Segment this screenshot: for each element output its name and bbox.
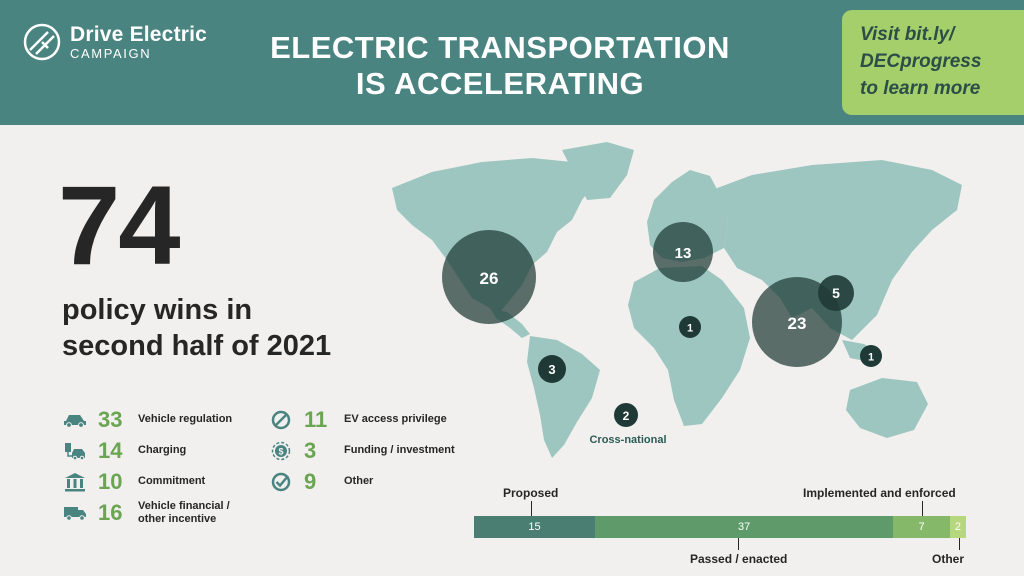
category-item: 11 EV access privilege <box>268 404 468 435</box>
continents <box>392 142 962 458</box>
category-label-line-2: other incentive <box>138 512 217 525</box>
map-bubbles: 26 13 23 5 3 1 1 2 Cross-national <box>442 222 882 446</box>
bubble-africa: 1 <box>679 316 701 338</box>
world-map: 26 13 23 5 3 1 1 2 Cross-national <box>392 142 962 458</box>
category-label: Funding / investment <box>344 444 455 456</box>
logo-subtitle: CAMPAIGN <box>70 46 152 61</box>
cta-box[interactable]: Visit bit.ly/ DECprogress to learn more <box>842 10 1024 115</box>
bubble-north-america: 26 <box>442 230 536 324</box>
logo: Drive Electric CAMPAIGN <box>22 22 207 62</box>
category-item: 10 Commitment <box>62 466 262 497</box>
caption-line-1: policy wins in <box>62 294 253 326</box>
category-value: 10 <box>98 468 123 494</box>
header-banner: Drive Electric CAMPAIGN ELECTRIC TRANSPO… <box>0 0 1024 125</box>
label-other: Other <box>932 552 965 566</box>
status-bar: 15 37 7 2 <box>474 516 966 538</box>
cta-line-1: Visit bit.ly/ <box>860 24 955 45</box>
bubble-value: 23 <box>788 314 807 333</box>
headline-line-2: IS ACCELERATING <box>355 66 645 101</box>
bubble-value: 2 <box>623 409 630 423</box>
bubble-value: 1 <box>687 323 693 335</box>
tick-proposed <box>531 501 532 516</box>
bubble-value: 13 <box>675 245 692 262</box>
tick-other <box>959 538 960 550</box>
category-item: 14 Charging <box>62 435 262 466</box>
category-value: 11 <box>304 406 328 432</box>
tick-implemented <box>922 501 923 516</box>
tick-passed <box>738 538 739 550</box>
bubble-china: 5 <box>818 275 854 311</box>
category-label: Other <box>344 475 374 487</box>
category-item: 16 Vehicle financial / other incentive <box>62 497 262 528</box>
bar-segment-other: 2 <box>949 516 966 538</box>
bubble-value: 5 <box>832 285 840 301</box>
category-value: 16 <box>98 499 123 525</box>
bubble-value: 26 <box>480 269 499 288</box>
bar-segment-implemented: 7 <box>893 516 950 538</box>
category-list-right: 11 EV access privilege $ 3 Funding / inv… <box>268 404 468 497</box>
category-value: 3 <box>304 437 317 463</box>
car-icon <box>62 409 88 431</box>
charging-icon <box>62 440 88 462</box>
bubble-southeast-asia: 1 <box>860 345 882 367</box>
bar-segment-passed: 37 <box>594 516 894 538</box>
building-icon <box>62 471 88 493</box>
category-item: $ 3 Funding / investment <box>268 435 468 466</box>
category-list-left: 33 Vehicle regulation 14 Charging 10 Com… <box>62 404 262 528</box>
bubble-europe: 13 <box>653 222 713 282</box>
money-icon: $ <box>268 440 294 462</box>
page-title: ELECTRIC TRANSPORTATION IS ACCELERATING <box>240 30 760 102</box>
category-label: Charging <box>138 444 187 456</box>
label-proposed: Proposed <box>503 486 559 500</box>
category-label: Commitment <box>138 475 206 487</box>
bubble-south-america: 3 <box>538 355 566 383</box>
bubble-cross-national: 2 Cross-national <box>589 403 667 446</box>
category-item: 33 Vehicle regulation <box>62 404 262 435</box>
caption-line-2: second half of 2021 <box>62 330 332 362</box>
no-entry-icon <box>268 409 294 431</box>
category-label: EV access privilege <box>344 413 447 425</box>
cross-national-label: Cross-national <box>589 434 666 446</box>
logo-title: Drive Electric <box>70 23 208 46</box>
bubble-value: 1 <box>868 352 874 364</box>
category-value: 9 <box>304 468 317 494</box>
category-label: Vehicle regulation <box>138 413 233 425</box>
total-caption: policy wins in second half of 2021 <box>62 292 331 364</box>
label-passed: Passed / enacted <box>690 552 788 566</box>
bar-segment-proposed: 15 <box>474 516 595 538</box>
truck-icon <box>62 502 88 524</box>
headline-line-1: ELECTRIC TRANSPORTATION <box>270 30 730 65</box>
category-label: Vehicle financial / <box>138 499 230 512</box>
svg-text:$: $ <box>278 446 283 456</box>
total-policy-wins: 74 <box>58 163 181 288</box>
bubble-value: 3 <box>548 362 555 377</box>
check-icon <box>268 471 294 493</box>
cta-line-2: DECprogress <box>860 51 982 72</box>
category-value: 14 <box>98 437 123 463</box>
category-value: 33 <box>98 406 123 432</box>
category-item: 9 Other <box>268 466 468 497</box>
logo-icon <box>23 23 61 61</box>
label-implemented: Implemented and enforced <box>803 486 956 500</box>
cta-line-3: to learn more <box>860 78 981 99</box>
